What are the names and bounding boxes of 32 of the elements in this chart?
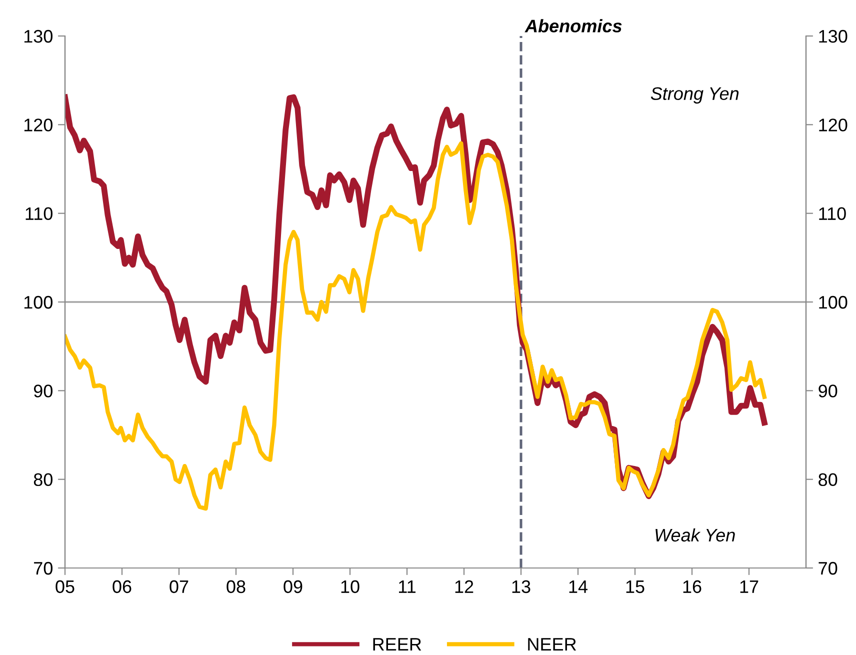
y2-tick-label: 90 xyxy=(818,384,838,398)
y2-tick-label: 80 xyxy=(818,473,838,486)
x-tick-label: 15 xyxy=(626,580,644,594)
x-tick-label: 14 xyxy=(569,580,588,593)
y2-tick-label: 110 xyxy=(819,207,846,220)
x-tick-label: 09 xyxy=(284,580,302,594)
legend-label: REER xyxy=(373,638,422,651)
y-tick-label: 100 xyxy=(24,296,52,309)
x-tick-label: 16 xyxy=(683,580,702,594)
x-tick-label: 17 xyxy=(740,580,758,593)
y-tick-label: 110 xyxy=(26,207,52,220)
y-tick-label: 80 xyxy=(34,473,52,486)
y-tick-label: 90 xyxy=(34,384,52,398)
annotation: Weak Yen xyxy=(656,528,735,542)
ref-line-label: Abenomics xyxy=(524,19,622,32)
x-tick-label: 07 xyxy=(170,580,188,594)
y2-tick-label: 120 xyxy=(819,118,848,132)
x-tick-label: 10 xyxy=(341,580,360,594)
x-tick-label: 12 xyxy=(455,580,474,593)
y2-tick-label: 130 xyxy=(819,30,848,43)
x-tick-label: 08 xyxy=(226,580,246,594)
y-tick-label: 120 xyxy=(24,118,52,132)
annotation: Strong Yen xyxy=(650,87,739,104)
y2-tick-label: 70 xyxy=(818,562,838,575)
y-tick-label: 130 xyxy=(24,30,52,43)
x-tick-label: 05 xyxy=(56,580,74,594)
x-tick-label: 13 xyxy=(512,580,530,594)
x-tick-label: 11 xyxy=(399,580,416,593)
x-tick-label: 06 xyxy=(112,580,132,594)
y-tick-label: 70 xyxy=(34,562,52,575)
y2-tick-label: 100 xyxy=(819,296,848,309)
legend-label: NEER xyxy=(528,638,576,651)
